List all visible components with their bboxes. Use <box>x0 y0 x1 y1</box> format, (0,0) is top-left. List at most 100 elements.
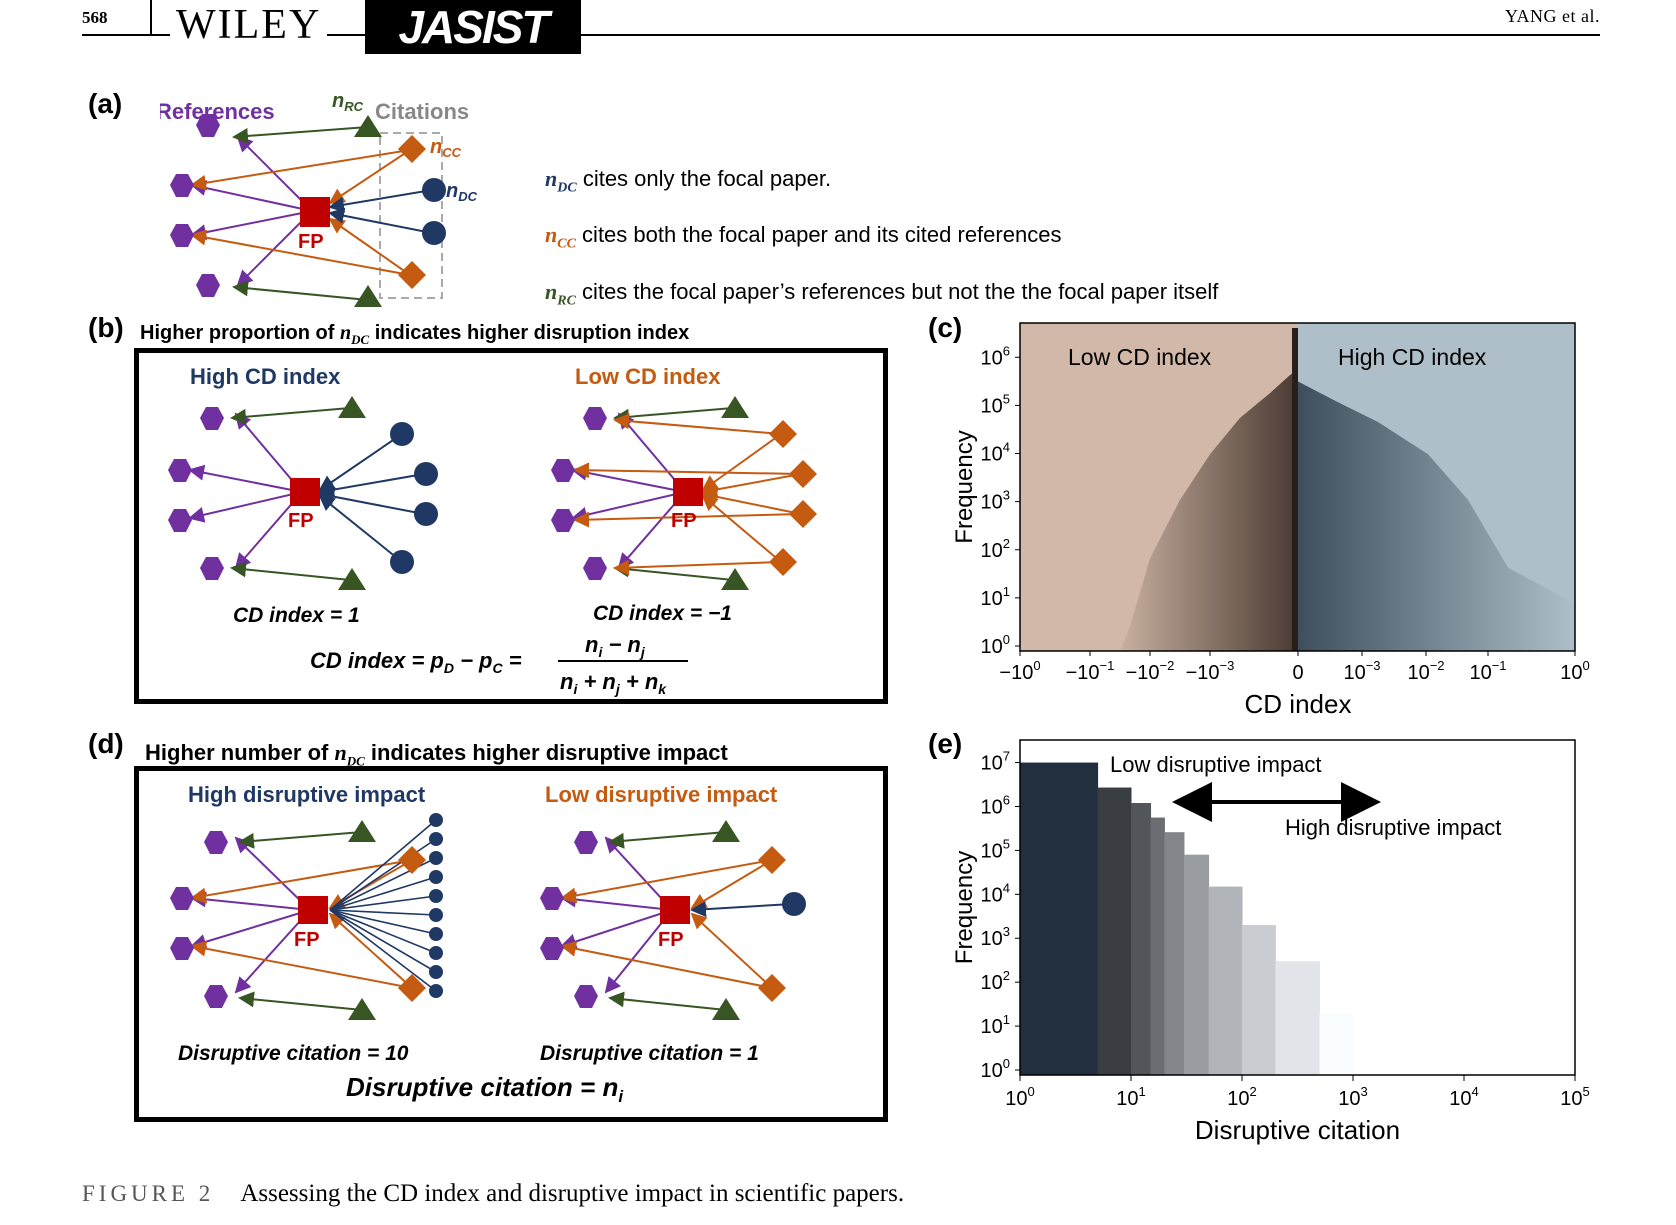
figure-label: FIGURE 2 <box>82 1181 215 1206</box>
x-tick-label: 104 <box>1449 1084 1478 1110</box>
histogram-bar <box>1183 854 1210 1075</box>
y-tick-label: 102 <box>981 968 1010 994</box>
histogram-bar <box>1131 803 1152 1075</box>
svg-text:FP: FP <box>658 929 684 951</box>
low-impact-network: FP <box>540 820 806 1020</box>
panel-b-title: Higher proportion of nDC indicates highe… <box>140 322 690 347</box>
legend-item-cc: nCC cites both the focal paper and its c… <box>545 222 1062 252</box>
histogram-bar <box>1020 762 1099 1075</box>
disruptive-citation-node <box>429 984 443 998</box>
cd-formula: CD index = pD − pC = <box>310 648 522 676</box>
low-cd-label: Low CD index <box>1068 344 1212 370</box>
disruptive-citation-edge <box>329 909 437 935</box>
high-cd-value: CD index = 1 <box>233 604 360 627</box>
low-cd-histogram <box>1120 369 1298 651</box>
disruptive-citation-edge <box>329 895 437 911</box>
histogram-bar <box>1097 787 1132 1075</box>
header-rule <box>82 34 1600 36</box>
histogram-bar <box>1242 925 1276 1075</box>
y-tick-label: 104 <box>981 880 1010 906</box>
cd-formula-numerator: ni − nj <box>585 632 646 660</box>
disruptive-citation-edge <box>329 909 437 973</box>
low-impact-title: Low disruptive impact <box>545 782 778 807</box>
y-tick-label: 100 <box>981 632 1010 658</box>
high-impact-network: FP <box>170 813 443 1020</box>
disruptive-citation-node <box>429 927 443 941</box>
svg-text:FP: FP <box>671 510 697 532</box>
focal-paper-node <box>300 197 330 227</box>
disruptive-citation-edge <box>329 909 437 992</box>
disruptive-citation-edge <box>329 909 437 916</box>
high-cd-title: High CD index <box>190 364 341 389</box>
x-tick-label: 103 <box>1338 1084 1367 1110</box>
disruptive-citation-node <box>429 946 443 960</box>
x-tick-label: 0 <box>1292 662 1303 684</box>
histogram-bar <box>1164 832 1185 1075</box>
cd-formula-denominator: ni + nj + nk <box>560 669 667 697</box>
y-tick-label: 101 <box>981 1012 1010 1038</box>
y-tick-label: 102 <box>981 536 1010 562</box>
y-tick-label: 101 <box>981 584 1010 610</box>
x-tick-label: 101 <box>1116 1084 1145 1110</box>
panel-a-network-diagram: References nRC Citations FP nCC nDC <box>160 90 478 307</box>
low-cd-value: CD index = −1 <box>593 602 732 625</box>
low-impact-value: Disruptive citation = 1 <box>540 1042 759 1065</box>
header-divider <box>150 0 152 36</box>
y-tick-label: 106 <box>981 343 1010 369</box>
x-tick-label: 102 <box>1227 1084 1256 1110</box>
histogram-bar <box>1275 961 1321 1075</box>
running-head: YANG et al. <box>1505 6 1600 26</box>
high-impact-title: High disruptive impact <box>188 782 426 807</box>
y-tick-label: 106 <box>981 792 1010 818</box>
disruptive-citation-node <box>429 908 443 922</box>
histogram-bar <box>1319 1012 1354 1075</box>
y-tick-label: 100 <box>981 1056 1010 1082</box>
svg-text:FP: FP <box>298 231 324 253</box>
panel-e-label: (e) <box>928 728 963 759</box>
x-tick-label: 10−3 <box>1343 658 1380 684</box>
panel-c-chart: Low CD index High CD index 100 101 102 103 104… <box>951 322 1590 719</box>
disruptive-citation-node <box>429 851 443 865</box>
disruptive-formula: Disruptive citation = ni <box>346 1072 624 1106</box>
disruptive-citation-edge <box>329 909 437 954</box>
x-tick-label: −10−3 <box>1186 658 1235 684</box>
x-tick-label: −10−1 <box>1066 658 1115 684</box>
svg-text:FP: FP <box>294 929 320 951</box>
panel-b-diagrams: High CD index Low CD index FP <box>168 364 817 697</box>
n-dc-symbol: nDC <box>446 180 478 204</box>
page-number: 568 <box>82 8 108 27</box>
histogram-bar <box>1150 817 1165 1075</box>
low-cd-network: FP <box>551 396 817 590</box>
low-cd-title: Low CD index <box>575 364 721 389</box>
y-axis-label: Frequency <box>951 851 978 964</box>
disruptive-citation-edge <box>329 838 437 911</box>
disruptive-citation-node <box>429 870 443 884</box>
panel-d-diagrams: High disruptive impact Low disruptive im… <box>170 782 806 1106</box>
x-axis-label: CD index <box>1245 689 1352 719</box>
x-tick-label: −10−2 <box>1126 658 1175 684</box>
low-impact-label: Low disruptive impact <box>1110 752 1322 777</box>
panel-d-label: (d) <box>88 728 124 759</box>
x-tick-label: 100 <box>1005 1084 1034 1110</box>
y-tick-label: 103 <box>981 924 1010 950</box>
disruptive-citation-edge <box>329 819 437 911</box>
high-cd-network: FP <box>168 396 438 590</box>
y-axis-label: Frequency <box>951 430 978 543</box>
x-tick-label: 10−2 <box>1407 658 1444 684</box>
high-cd-histogram <box>1298 381 1575 651</box>
n-cc-symbol: nCC <box>430 136 462 160</box>
disruptive-citation-node <box>429 813 443 827</box>
plot-frame <box>1019 739 1576 1076</box>
zero-bar <box>1292 327 1298 651</box>
high-cd-label: High CD index <box>1338 344 1487 370</box>
x-tick-label: 10−1 <box>1469 658 1506 684</box>
x-tick-label: −100 <box>999 658 1040 684</box>
legend-item-dc: nDC cites only the focal paper. <box>545 166 832 196</box>
disruptive-citation-node <box>429 889 443 903</box>
citations-label: Citations <box>375 99 469 124</box>
citations-dashed-box <box>379 132 443 299</box>
references-label: References <box>160 99 275 124</box>
panel-d-title: Higher number of nDC indicates higher di… <box>145 740 728 769</box>
caption-text: Assessing the CD index and disruptive im… <box>240 1180 905 1207</box>
x-tick-label: 100 <box>1560 658 1589 684</box>
